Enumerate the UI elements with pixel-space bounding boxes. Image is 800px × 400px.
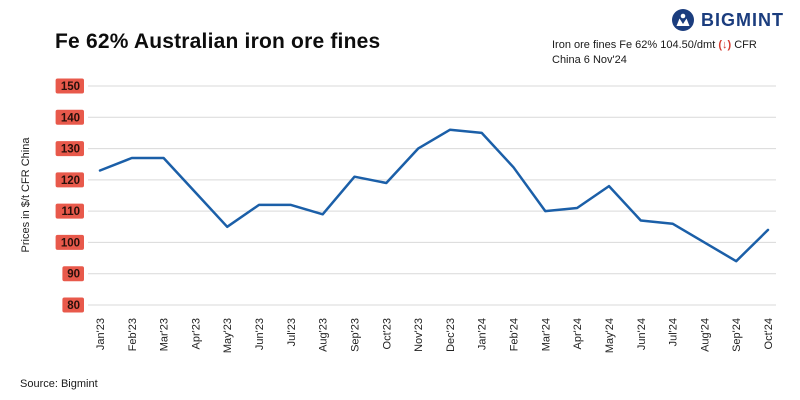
y-tick-label: 100 bbox=[61, 237, 80, 249]
y-tick-label: 130 bbox=[61, 144, 80, 156]
x-tick-label: Jul'23 bbox=[286, 318, 298, 346]
x-tick-label: Apr'24 bbox=[572, 318, 584, 349]
x-tick-label: Feb'24 bbox=[509, 318, 521, 351]
y-tick-label: 150 bbox=[61, 81, 80, 93]
y-tick-chip bbox=[55, 172, 84, 188]
y-tick-chip bbox=[55, 109, 84, 125]
x-tick-label: Feb'23 bbox=[127, 318, 139, 351]
y-tick-chip bbox=[55, 141, 84, 157]
x-tick-label: Oct'24 bbox=[763, 318, 775, 349]
x-tick-label: Jan'23 bbox=[95, 318, 107, 350]
x-tick-label: Nov'23 bbox=[413, 318, 425, 352]
x-tick-label: Oct'23 bbox=[381, 318, 393, 349]
price-annotation: Iron ore fines Fe 62% 104.50/dmt (↓) CFR… bbox=[552, 38, 762, 68]
x-tick-label: Aug'23 bbox=[318, 318, 330, 352]
bigmint-logo-text: BIGMINT bbox=[701, 9, 784, 30]
page-title: Fe 62% Australian iron ore fines bbox=[55, 30, 381, 53]
x-tick-label: Jan'24 bbox=[477, 318, 489, 350]
y-tick-chip bbox=[55, 203, 84, 219]
price-annotation-unit: CFR bbox=[731, 39, 757, 51]
price-change-indicator: (↓) bbox=[718, 39, 732, 51]
x-tick-label: Sep'23 bbox=[349, 318, 361, 352]
y-tick-chip bbox=[55, 234, 84, 250]
y-tick-chip bbox=[62, 266, 84, 282]
x-tick-label: Apr'23 bbox=[190, 318, 202, 349]
bigmint-logo: BIGMINT bbox=[671, 8, 784, 32]
x-tick-label: Mar'24 bbox=[540, 318, 552, 351]
bigmint-logo-icon bbox=[672, 9, 694, 31]
y-tick-label: 80 bbox=[67, 300, 80, 312]
x-tick-label: Mar'23 bbox=[159, 318, 171, 351]
price-annotation-line1: Iron ore fines Fe 62% 104.50/dmt (↓) CFR bbox=[552, 38, 762, 53]
y-tick-label: 90 bbox=[67, 269, 80, 281]
x-tick-label: Jul'24 bbox=[668, 318, 680, 346]
x-tick-label: May'24 bbox=[604, 318, 616, 353]
x-tick-label: Jun'23 bbox=[254, 318, 266, 350]
x-tick-label: May'23 bbox=[222, 318, 234, 353]
source-note: Source: Bigmint bbox=[20, 378, 98, 390]
y-tick-chip bbox=[55, 78, 84, 94]
x-tick-label: Sep'24 bbox=[731, 318, 743, 352]
x-tick-label: Aug'24 bbox=[699, 318, 711, 352]
y-tick-label: 110 bbox=[61, 206, 80, 218]
x-tick-label: Dec'23 bbox=[445, 318, 457, 352]
y-tick-chip bbox=[62, 297, 84, 313]
x-tick-label: Jun'24 bbox=[636, 318, 648, 350]
price-annotation-line2: China 6 Nov'24 bbox=[552, 53, 627, 66]
y-tick-label: 140 bbox=[61, 112, 80, 124]
y-tick-label: 120 bbox=[61, 175, 80, 187]
price-line bbox=[98, 128, 770, 263]
price-annotation-text: Iron ore fines Fe 62% 104.50/dmt bbox=[552, 39, 719, 51]
